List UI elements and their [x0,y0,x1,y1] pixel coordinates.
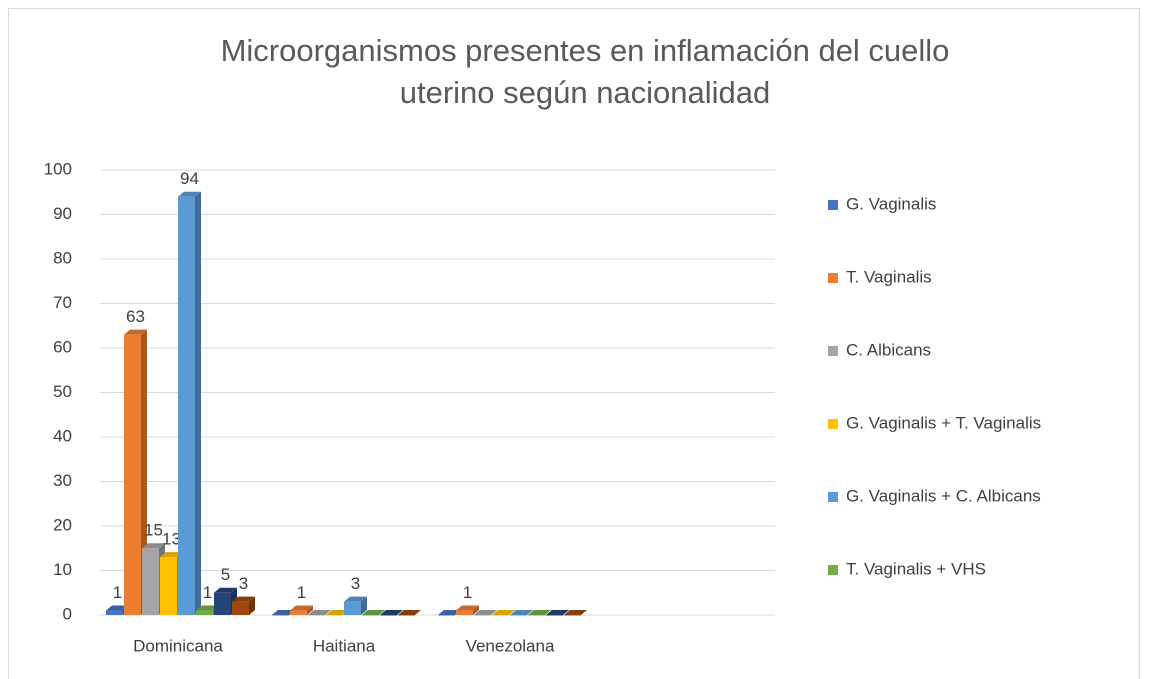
bar-top [290,605,313,611]
bar-top [438,610,461,615]
legend-label: T. Vaginalis + VHS [846,559,986,578]
bar [178,196,195,615]
y-tick-label: 70 [53,293,72,312]
bar-side [249,596,255,615]
bar [380,615,397,616]
bar-top [214,587,237,593]
chart-title: Microorganismos presentes en inflamación… [220,33,950,110]
bar [492,615,509,616]
legend-label: T. Vaginalis [846,267,932,286]
y-tick-label: 20 [53,515,72,534]
y-tick-label: 0 [63,604,72,623]
bar-top [362,610,385,615]
bar-top [380,610,403,615]
bar [456,610,473,615]
bar [160,557,177,615]
legend-label: G. Vaginalis [846,194,936,213]
y-tick-label: 100 [44,159,72,178]
bar [214,592,231,615]
bar-side [361,596,367,615]
bar-top [160,552,183,558]
bar-top [232,596,255,602]
data-label: 94 [180,169,199,188]
x-tick-label: Dominicana [133,636,223,655]
bar [398,615,415,616]
data-label: 13 [162,530,181,549]
bar [106,610,123,615]
bar-top [510,610,533,615]
bar-top [528,610,551,615]
bar-top [178,191,201,197]
bar-top [492,610,515,615]
data-label: 3 [351,574,360,593]
bar [290,610,307,615]
bar [528,615,545,616]
data-label: 1 [203,583,212,602]
data-label: 15 [144,521,163,540]
legend-label: G. Vaginalis + C. Albicans [846,486,1041,505]
legend-swatch [828,273,838,283]
bar [232,601,249,615]
y-tick-label: 60 [53,337,72,356]
data-label: 1 [463,583,472,602]
bar-side [473,605,479,615]
bar [362,615,379,616]
bar-top [344,596,367,602]
data-label: 1 [297,583,306,602]
bar [142,548,159,615]
legend-swatch [828,419,838,429]
y-tick-label: 50 [53,382,72,401]
bar-top [124,329,147,335]
bar-top [308,610,331,615]
bar-top [474,610,497,615]
y-tick-label: 90 [53,204,72,223]
bar [546,615,563,616]
data-label: 63 [126,307,145,326]
bar-top [196,605,219,611]
data-label: 3 [239,574,248,593]
bar-top [326,610,349,615]
legend-swatch [828,492,838,502]
bar-top [564,610,587,615]
bar [308,615,325,616]
bar [474,615,491,616]
bar-side [141,329,147,615]
bar [510,615,527,616]
y-tick-label: 80 [53,248,72,267]
y-tick-label: 40 [53,426,72,445]
bar-top [456,605,479,611]
bar [196,610,213,615]
chart-border [8,8,1140,679]
legend-swatch [828,200,838,210]
bar-top [398,610,421,615]
bar [326,615,343,616]
bar [564,615,581,616]
bar-top [546,610,569,615]
bar [344,601,361,615]
data-label: 1 [113,583,122,602]
x-tick-label: Haitiana [313,636,376,655]
bar-side [195,191,201,615]
bar [438,615,455,616]
bar [272,615,289,616]
bar [124,334,141,615]
legend-label: C. Albicans [846,340,931,359]
legend-swatch [828,346,838,356]
bar-top [272,610,295,615]
bar-top [142,543,165,549]
legend-label: G. Vaginalis + T. Vaginalis [846,413,1041,432]
bar-top [106,605,129,611]
legend-swatch [828,565,838,575]
y-tick-label: 30 [53,471,72,490]
data-label: 5 [221,565,230,584]
bar-side [307,605,313,615]
x-tick-label: Venezolana [466,636,555,655]
y-tick-label: 10 [53,560,72,579]
